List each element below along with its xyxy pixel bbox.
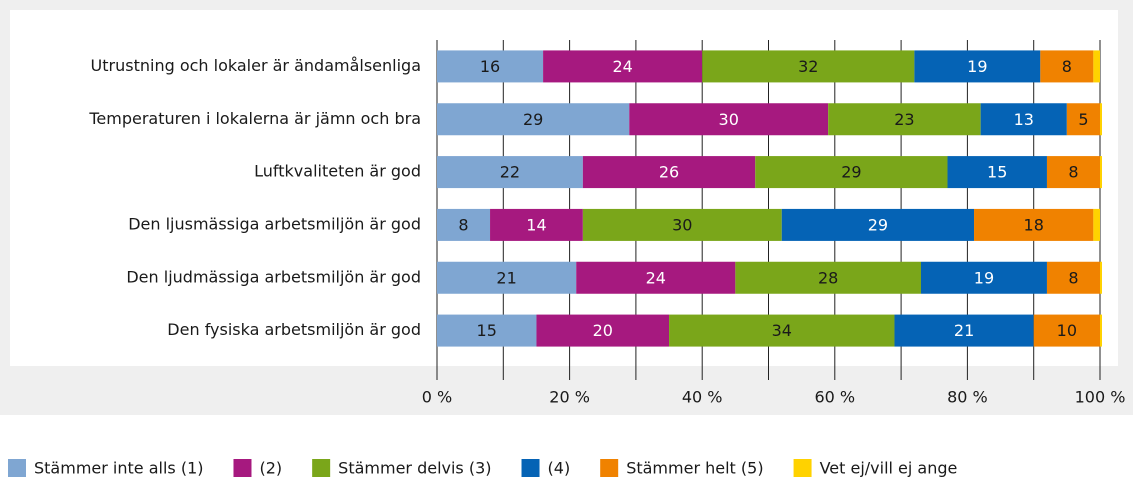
data-label: 19 [967, 57, 987, 76]
data-label: 5 [1078, 110, 1088, 129]
data-label: 8 [458, 215, 468, 234]
bar-segment [1066, 103, 1100, 136]
legend-label: (4) [548, 459, 571, 478]
data-label: 24 [646, 268, 666, 287]
data-label: 30 [719, 110, 739, 129]
bar-segment [1046, 261, 1100, 294]
bar-segment [437, 156, 583, 189]
bar-segment [669, 314, 895, 347]
legend-label: Stämmer inte alls (1) [34, 459, 203, 478]
data-label: 10 [1057, 321, 1077, 340]
bar-segment [974, 208, 1094, 241]
bar-segment [781, 208, 975, 241]
data-label: 29 [841, 163, 861, 182]
y-tick-label: Utrustning och lokaler är ändamålsenliga [91, 56, 421, 75]
data-label: 15 [987, 163, 1007, 182]
legend-swatch [8, 459, 26, 477]
bar-segment [582, 208, 782, 241]
legend-label: Stämmer delvis (3) [338, 459, 491, 478]
bar-segment [1046, 156, 1100, 189]
data-label: 8 [1062, 57, 1072, 76]
data-label: 26 [659, 163, 679, 182]
y-tick-label: Temperaturen i lokalerna är jämn och bra [88, 109, 421, 128]
bar-segment [536, 314, 670, 347]
bar-segment [920, 261, 1047, 294]
data-label: 24 [612, 57, 632, 76]
bar-segment [894, 314, 1034, 347]
bar-segment [1093, 50, 1100, 83]
bar-segment [437, 208, 491, 241]
data-label: 28 [818, 268, 838, 287]
bar-segment [437, 50, 544, 83]
y-tick-label: Den ljudmässiga arbetsmiljön är god [126, 267, 421, 286]
data-label: 21 [954, 321, 974, 340]
legend-swatch [521, 459, 540, 477]
bar-segment [735, 261, 921, 294]
data-label: 13 [1014, 110, 1034, 129]
data-label: 14 [526, 215, 546, 234]
bar-segment [755, 156, 948, 189]
data-label: 20 [593, 321, 613, 340]
data-label: 34 [772, 321, 792, 340]
data-label: 8 [1068, 268, 1078, 287]
data-label: 8 [1068, 163, 1078, 182]
x-tick-label: 100 % [1075, 388, 1126, 407]
bar-segment [702, 50, 915, 83]
data-label: 29 [868, 215, 888, 234]
data-label: 19 [974, 268, 994, 287]
bar-segment [1093, 208, 1100, 241]
bar-segment [576, 261, 736, 294]
legend-swatch [233, 459, 252, 477]
data-label: 18 [1024, 215, 1044, 234]
bar-segment [1100, 314, 1102, 347]
legend-label: (2) [259, 459, 282, 478]
legend-swatch [312, 459, 331, 477]
bar-segment [582, 156, 756, 189]
legend-label: Vet ej/vill ej ange [820, 459, 958, 478]
y-tick-label: Luftkvaliteten är god [254, 162, 421, 181]
bar-segment [980, 103, 1067, 136]
data-label: 30 [672, 215, 692, 234]
bar-segment [1033, 314, 1100, 347]
bar-segment [543, 50, 703, 83]
bar-segment [437, 261, 577, 294]
data-label: 16 [480, 57, 500, 76]
y-tick-label: Den fysiska arbetsmiljön är god [167, 320, 421, 339]
data-label: 22 [500, 163, 520, 182]
y-tick-label: Den ljusmässiga arbetsmiljön är god [128, 214, 421, 233]
data-label: 21 [496, 268, 516, 287]
bar-segment [947, 156, 1047, 189]
legend-swatch [600, 459, 619, 477]
bar-segment [1040, 50, 1094, 83]
x-tick-label: 80 % [947, 388, 988, 407]
bar-segment [437, 314, 537, 347]
data-label: 23 [894, 110, 914, 129]
data-label: 15 [477, 321, 497, 340]
data-label: 32 [798, 57, 818, 76]
bar-segment [1100, 156, 1102, 189]
bar-segment [828, 103, 981, 136]
data-label: 29 [523, 110, 543, 129]
bar-segment [629, 103, 829, 136]
x-tick-label: 20 % [549, 388, 590, 407]
bar-segment [490, 208, 583, 241]
x-tick-label: 0 % [422, 388, 452, 407]
legend-label: Stämmer helt (5) [626, 459, 763, 478]
bar-segment [914, 50, 1041, 83]
x-tick-label: 40 % [682, 388, 723, 407]
legend-swatch [793, 459, 812, 477]
bar-segment [1100, 261, 1102, 294]
bar-segment [437, 103, 630, 136]
bar-segment [1100, 103, 1102, 136]
x-tick-label: 60 % [814, 388, 855, 407]
